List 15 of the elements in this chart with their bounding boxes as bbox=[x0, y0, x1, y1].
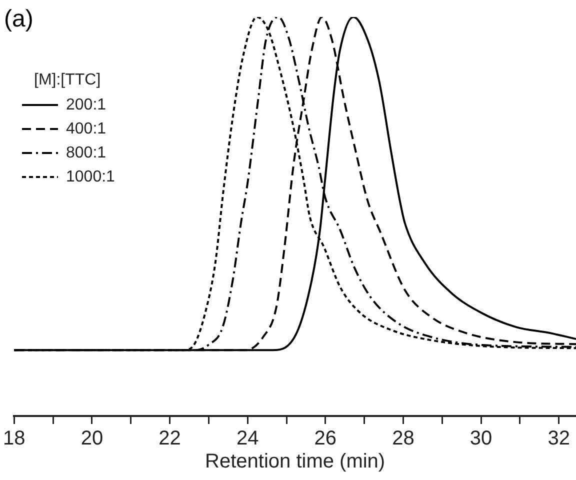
legend-title: [M]:[TTC] bbox=[34, 71, 101, 88]
annotation: (a) bbox=[4, 6, 34, 33]
x-tick-label: 18 bbox=[3, 428, 26, 450]
legend-label: 200:1 bbox=[66, 96, 106, 114]
x-tick-label: 30 bbox=[470, 428, 492, 450]
legend-label: 1000:1 bbox=[66, 168, 116, 186]
legend-label: 400:1 bbox=[66, 120, 106, 138]
x-tick-label: 26 bbox=[314, 428, 337, 450]
x-tick-label: 24 bbox=[236, 428, 259, 450]
legend-label: 800:1 bbox=[66, 144, 106, 162]
x-axis-title: Retention time (min) bbox=[205, 450, 386, 473]
x-tick-label: 32 bbox=[548, 428, 570, 450]
x-tick-label: 28 bbox=[392, 428, 414, 450]
x-tick-label: 22 bbox=[158, 428, 181, 450]
x-tick-label: 20 bbox=[80, 428, 104, 450]
